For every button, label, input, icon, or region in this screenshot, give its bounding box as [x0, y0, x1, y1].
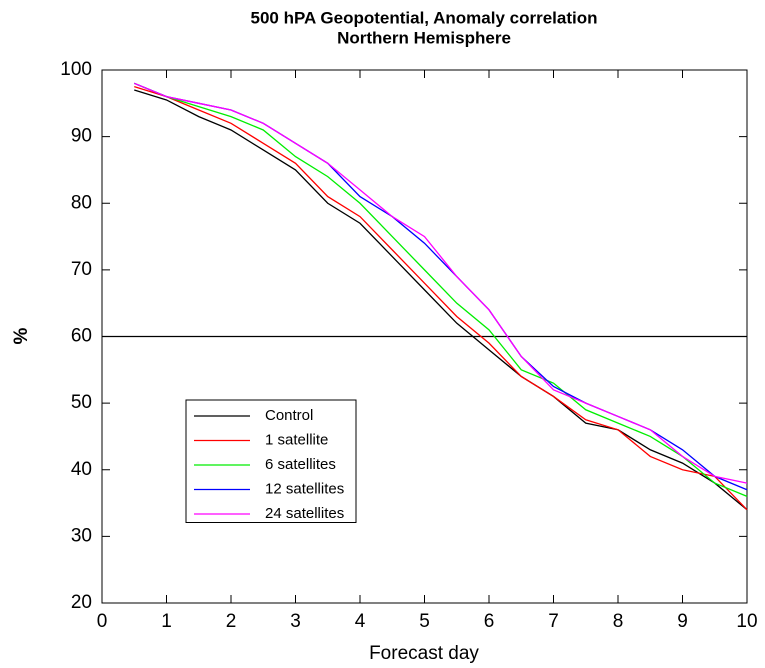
legend: Control 1 satellite 6 satellites 12 satelli…: [185, 399, 357, 523]
x-tick-label: 6: [484, 611, 495, 632]
legend-box: [185, 399, 357, 523]
legend-label: 1 satellite: [265, 431, 328, 448]
y-tick-label: 90: [71, 126, 92, 147]
x-tick-label: 9: [677, 611, 688, 632]
x-tick-label: 10: [736, 611, 757, 632]
y-tick-label: 40: [71, 459, 92, 480]
y-tick-label: 50: [71, 392, 92, 413]
y-tick-label: 80: [71, 192, 92, 213]
series-line: [134, 89, 748, 511]
y-tick-label: 30: [71, 525, 92, 546]
series-line: [134, 82, 748, 484]
legend-label: 6 satellites: [265, 456, 336, 473]
series-line: [134, 86, 748, 511]
x-tick-label: 7: [548, 611, 559, 632]
x-tick-label: 5: [419, 611, 430, 632]
legend-label: Control: [265, 407, 313, 424]
legend-label: 24 satellites: [265, 505, 344, 522]
x-tick-label: 2: [226, 611, 237, 632]
x-axis-label: Forecast day: [369, 643, 479, 664]
x-tick-label: 8: [613, 611, 624, 632]
x-tick-label: 3: [290, 611, 301, 632]
x-tick-label: 4: [355, 611, 366, 632]
chart-subtitle: Northern Hemisphere: [337, 28, 511, 47]
y-tick-label: 100: [60, 59, 92, 80]
legend-label: 12 satellites: [265, 480, 344, 497]
y-tick-label: 60: [71, 326, 92, 347]
x-tick-label: 1: [161, 611, 172, 632]
y-tick-label: 70: [71, 259, 92, 280]
x-tick-label: 0: [97, 611, 108, 632]
chart-title: 500 hPA Geopotential, Anomaly correlatio…: [251, 8, 598, 27]
y-tick-label: 20: [71, 592, 92, 613]
series-line: [134, 82, 748, 498]
y-axis-label: %: [11, 327, 32, 344]
